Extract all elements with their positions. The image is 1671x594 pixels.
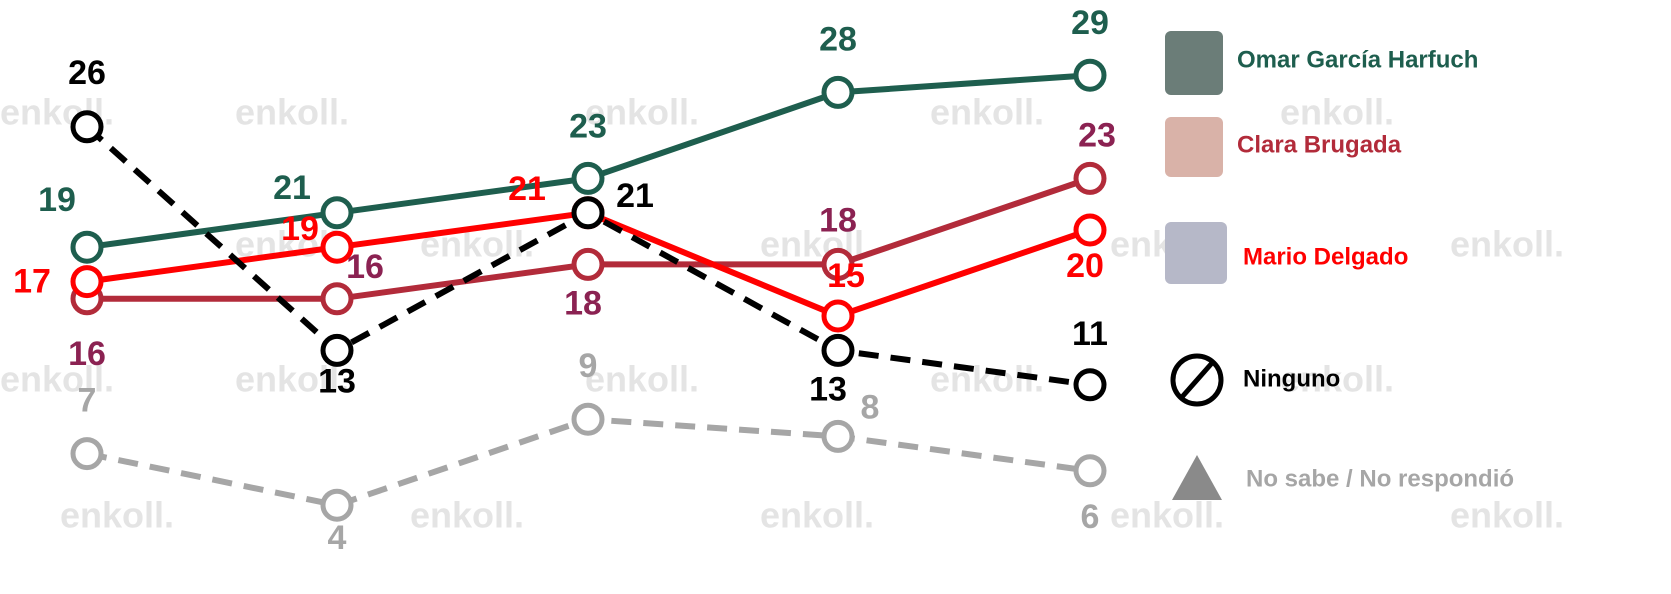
data-label: 13 bbox=[809, 370, 847, 408]
point bbox=[574, 164, 602, 192]
point bbox=[824, 422, 852, 450]
data-label: 8 bbox=[861, 388, 880, 426]
data-label: 29 bbox=[1071, 4, 1109, 42]
data-label: 15 bbox=[827, 257, 865, 295]
point bbox=[1076, 164, 1104, 192]
point bbox=[323, 285, 351, 313]
legend-icon bbox=[1172, 455, 1222, 500]
point bbox=[73, 113, 101, 141]
data-label: 16 bbox=[68, 335, 106, 373]
data-label: 23 bbox=[569, 107, 607, 145]
legend-label: Omar García Harfuch bbox=[1237, 46, 1478, 73]
data-label: 18 bbox=[564, 284, 602, 322]
data-label: 19 bbox=[281, 210, 319, 248]
data-label: 11 bbox=[1072, 315, 1108, 353]
watermark: enkoll. bbox=[235, 92, 349, 133]
point bbox=[1076, 371, 1104, 399]
data-label: 4 bbox=[328, 519, 347, 557]
legend-photo bbox=[1165, 222, 1227, 284]
data-label: 17 bbox=[13, 263, 51, 301]
watermark: enkoll. bbox=[930, 92, 1044, 133]
data-label: 7 bbox=[78, 382, 97, 420]
watermark: enkoll. bbox=[760, 495, 874, 536]
point bbox=[73, 233, 101, 261]
data-label: 21 bbox=[273, 169, 311, 207]
point bbox=[323, 199, 351, 227]
point bbox=[323, 491, 351, 519]
data-label: 20 bbox=[1066, 247, 1104, 285]
legend-label: Ninguno bbox=[1243, 365, 1340, 392]
legend-photo bbox=[1165, 31, 1223, 95]
point bbox=[574, 250, 602, 278]
point bbox=[574, 199, 602, 227]
data-label: 19 bbox=[38, 181, 76, 219]
legend-label: Clara Brugada bbox=[1237, 131, 1402, 158]
data-label: 21 bbox=[508, 170, 546, 208]
point bbox=[1076, 457, 1104, 485]
legend-icon bbox=[1182, 363, 1212, 397]
point bbox=[73, 268, 101, 296]
legend-label: Mario Delgado bbox=[1243, 243, 1408, 270]
data-label: 28 bbox=[819, 20, 857, 58]
watermark: enkoll. bbox=[1280, 92, 1394, 133]
data-label: 23 bbox=[1078, 116, 1116, 154]
data-label: 21 bbox=[616, 177, 654, 215]
data-label: 26 bbox=[68, 54, 106, 92]
point bbox=[1076, 61, 1104, 89]
data-label: 6 bbox=[1081, 498, 1100, 536]
point bbox=[824, 78, 852, 106]
watermark: enkoll. bbox=[1450, 224, 1564, 265]
data-label: 16 bbox=[346, 248, 384, 286]
data-label: 9 bbox=[579, 347, 598, 385]
data-label: 18 bbox=[819, 201, 857, 239]
legend-photo bbox=[1165, 117, 1223, 177]
data-label: 13 bbox=[318, 362, 356, 400]
point bbox=[574, 405, 602, 433]
watermark: enkoll. bbox=[1110, 495, 1224, 536]
point bbox=[73, 440, 101, 468]
watermark: enkoll. bbox=[1450, 495, 1564, 536]
point bbox=[323, 336, 351, 364]
point bbox=[1076, 216, 1104, 244]
watermark: enkoll. bbox=[410, 495, 524, 536]
legend-label: No sabe / No respondió bbox=[1246, 465, 1514, 492]
point bbox=[824, 302, 852, 330]
chart: enkoll. enkoll. enkoll. enkoll. enkoll. enkol… bbox=[0, 0, 1671, 594]
watermark: enkoll. bbox=[60, 495, 174, 536]
point bbox=[824, 336, 852, 364]
watermark: enkoll. bbox=[585, 359, 699, 400]
